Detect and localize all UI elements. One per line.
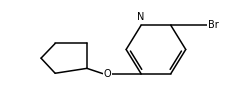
Text: N: N <box>137 12 144 22</box>
Text: O: O <box>103 69 110 79</box>
Text: Br: Br <box>207 20 218 30</box>
